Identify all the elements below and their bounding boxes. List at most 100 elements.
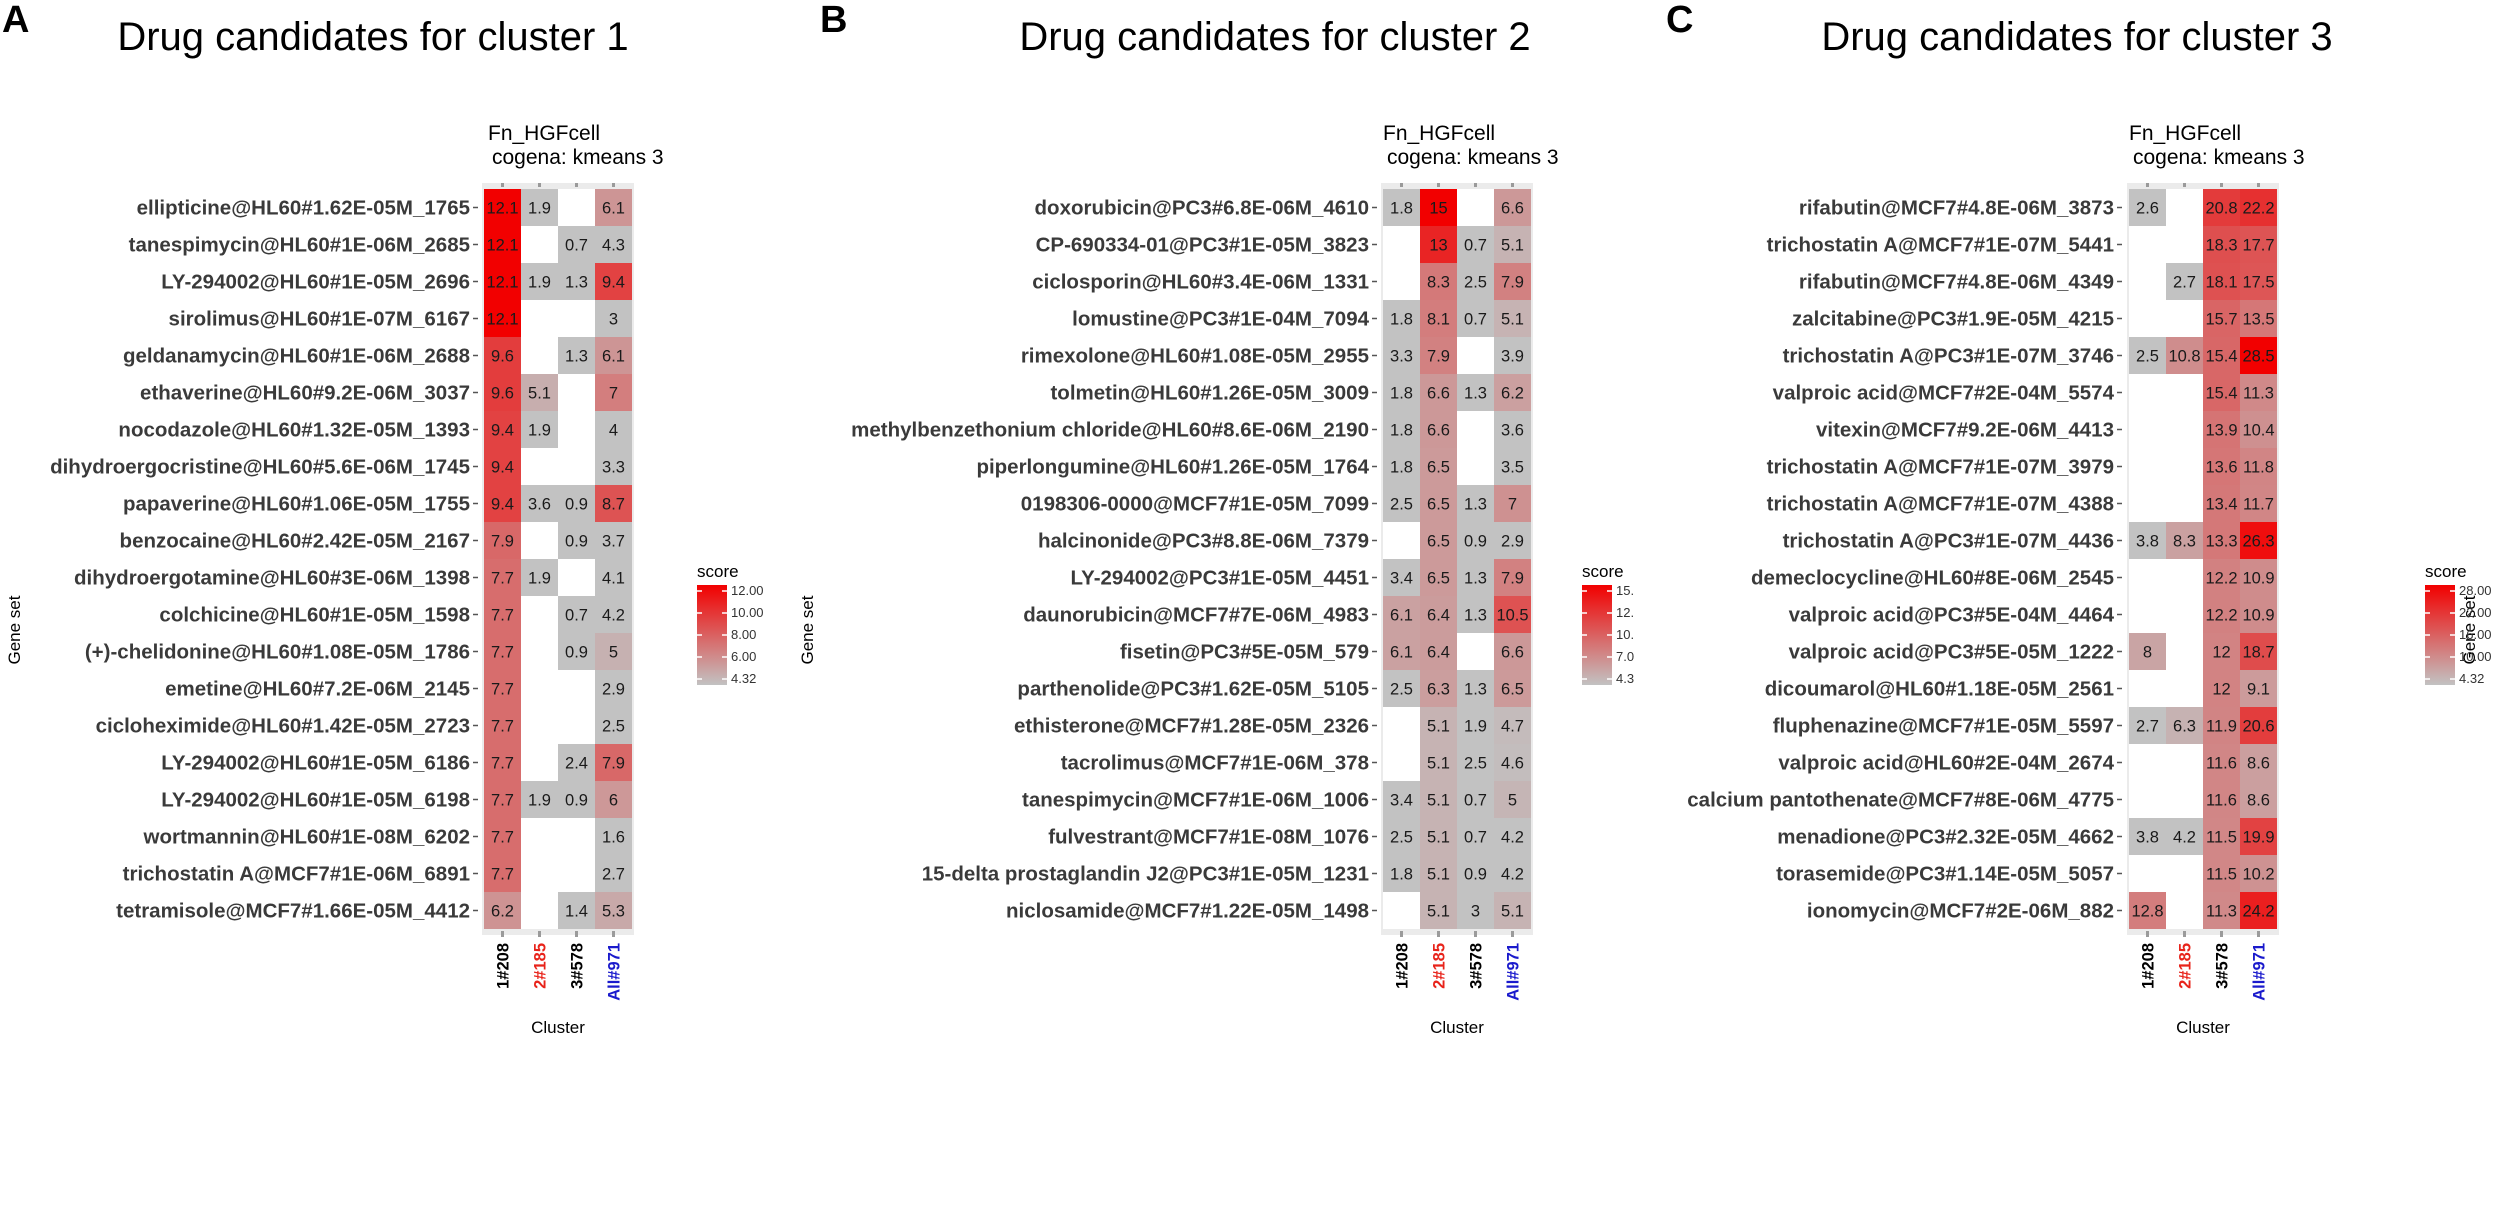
- heatmap-cell: [1494, 855, 1531, 892]
- cell-label: 10.9: [2242, 607, 2274, 625]
- legend-tick-label: 12.: [1616, 605, 1634, 620]
- heatmap-cell: [2240, 485, 2277, 522]
- cell-label: 1.3: [565, 274, 588, 292]
- column-label: 3#578: [2214, 943, 2232, 989]
- heatmap-cell: [1383, 559, 1420, 596]
- cell-label: 7.7: [491, 681, 514, 699]
- cell-label: 2.5: [602, 718, 625, 736]
- cell-label: 17.5: [2242, 274, 2274, 292]
- heatmap-cell: [484, 448, 521, 485]
- heatmap-cell: [2240, 670, 2277, 707]
- heatmap-cell: [2240, 596, 2277, 633]
- heatmap-cell: [595, 855, 632, 892]
- row-label: emetine@HL60#7.2E-06M_2145: [165, 678, 470, 701]
- heatmap-cell: [1457, 707, 1494, 744]
- cell-label: 28.5: [2242, 348, 2274, 366]
- heatmap-cell: [558, 596, 595, 633]
- cell-label: 6.6: [1501, 644, 1524, 662]
- row-label: trichostatin A@MCF7#1E-07M_5441: [1767, 234, 2114, 257]
- cell-label: 7.7: [491, 755, 514, 773]
- cell-label: 1.8: [1390, 422, 1413, 440]
- heatmap-cell: [595, 707, 632, 744]
- cell-label: 8.6: [2247, 792, 2270, 810]
- row-label: ethisterone@MCF7#1.28E-05M_2326: [1014, 715, 1369, 738]
- cell-label: 8.6: [2247, 755, 2270, 773]
- cell-label: 7.7: [491, 644, 514, 662]
- heatmap-cell: [1383, 411, 1420, 448]
- heatmap-cell: [484, 300, 521, 337]
- cell-label: 6.5: [1427, 533, 1450, 551]
- heatmap-cell: [1420, 448, 1457, 485]
- heatmap-cell: [2240, 226, 2277, 263]
- heatmap-cell: [595, 485, 632, 522]
- cell-label: 5.1: [1501, 311, 1524, 329]
- column-label: 3#578: [1468, 943, 1486, 989]
- row-label: vitexin@MCF7#9.2E-06M_4413: [1816, 419, 2114, 442]
- cell-label: 7.9: [602, 755, 625, 773]
- cell-label: 19.9: [2242, 829, 2274, 847]
- heatmap-cell: [2203, 226, 2240, 263]
- heatmap-cell: [558, 892, 595, 929]
- legend-title: score: [2425, 562, 2467, 581]
- row-label: ionomycin@MCF7#2E-06M_882: [1807, 900, 2114, 923]
- row-label: trichostatin A@MCF7#1E-07M_3979: [1767, 456, 2114, 479]
- cell-label: 7.7: [491, 570, 514, 588]
- legend-tick-label: 22.00: [2459, 605, 2492, 620]
- heatmap-cell: [1420, 263, 1457, 300]
- heatmap-cell: [2240, 189, 2277, 226]
- heatmap-cell: [484, 818, 521, 855]
- cell-label: 3.9: [1501, 348, 1524, 366]
- column-label: 1#208: [1394, 943, 1412, 989]
- cell-label: 3.6: [1501, 422, 1524, 440]
- heatmap-cell: [2203, 818, 2240, 855]
- cell-label: 5.1: [1427, 755, 1450, 773]
- cell-label: 0.9: [1464, 866, 1487, 884]
- heatmap-cell: [521, 374, 558, 411]
- cell-label: 3.5: [1501, 459, 1524, 477]
- heatmap-cell: [1494, 596, 1531, 633]
- heatmap-cell: [2203, 744, 2240, 781]
- cell-label: 6: [609, 792, 618, 810]
- column-label: All#971: [606, 943, 624, 1001]
- heatmap-cell: [2203, 707, 2240, 744]
- row-label: LY-294002@PC3#1E-05M_4451: [1071, 567, 1369, 590]
- cell-label: 4.1: [602, 570, 625, 588]
- cell-label: 0.7: [1464, 829, 1487, 847]
- x-axis-title: Cluster: [531, 1018, 585, 1037]
- heatmap-cell: [1383, 337, 1420, 374]
- cell-label: 2.7: [602, 866, 625, 884]
- cell-label: 22.2: [2242, 200, 2274, 218]
- heatmap-cell: [2203, 263, 2240, 300]
- heatmap-cell: [2240, 818, 2277, 855]
- heatmap-cell: [1383, 189, 1420, 226]
- cell-label: 3.7: [602, 533, 625, 551]
- heatmap-cell: [595, 374, 632, 411]
- row-label: tetramisole@MCF7#1.66E-05M_4412: [116, 900, 470, 923]
- cell-label: 0.7: [1464, 792, 1487, 810]
- cell-label: 0.9: [1464, 533, 1487, 551]
- cell-label: 10.8: [2168, 348, 2200, 366]
- heatmap-cell: [595, 263, 632, 300]
- heatmap-cell: [2129, 522, 2166, 559]
- heatmap-cell: [558, 522, 595, 559]
- cell-label: 2.5: [1390, 829, 1413, 847]
- row-label: valproic acid@PC3#5E-04M_4464: [1789, 604, 2115, 627]
- cell-label: 13.4: [2205, 496, 2237, 514]
- heatmap-cell: [1457, 263, 1494, 300]
- cell-label: 5.1: [1501, 903, 1524, 921]
- heatmap-cell: [1457, 744, 1494, 781]
- heatmap-cell: [1420, 596, 1457, 633]
- heatmap-cell: [521, 559, 558, 596]
- row-label: fulvestrant@MCF7#1E-08M_1076: [1048, 826, 1369, 849]
- heatmap-cell: [2203, 670, 2240, 707]
- heatmap-cell: [521, 781, 558, 818]
- cell-label: 0.9: [565, 533, 588, 551]
- cell-label: 1.3: [1464, 681, 1487, 699]
- cell-label: 10.2: [2242, 866, 2274, 884]
- cell-label: 9.4: [491, 422, 514, 440]
- cell-label: 2.5: [1390, 681, 1413, 699]
- cell-label: 3.6: [528, 496, 551, 514]
- cell-label: 7.9: [1501, 570, 1524, 588]
- cell-label: 4.3: [602, 237, 625, 255]
- heatmap-cell: [2129, 707, 2166, 744]
